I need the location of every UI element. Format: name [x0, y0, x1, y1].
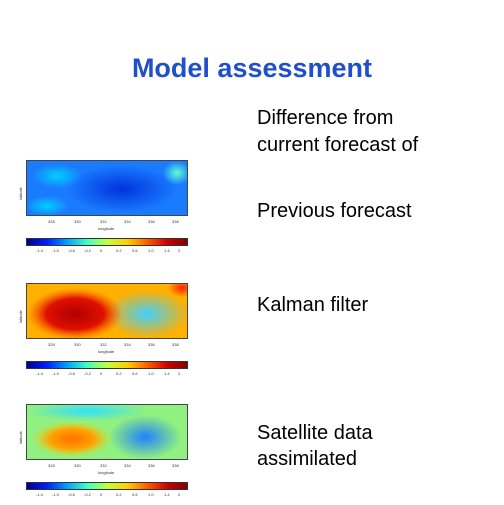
x-tick: 338	[172, 342, 179, 347]
colorbar-tick: 0.2	[116, 492, 122, 497]
x-axis-label: longitude	[98, 470, 115, 475]
colorbar-tick: -0.2	[84, 248, 91, 253]
x-tick: 328	[48, 463, 55, 468]
x-tick: 330	[74, 463, 81, 468]
x-tick: 332	[100, 219, 107, 224]
colorbar-tick: 1.0	[148, 492, 154, 497]
colorbar	[26, 238, 188, 246]
x-tick: 336	[148, 463, 155, 468]
heatmap-kalman-filter-svg	[27, 279, 196, 340]
colorbar-tick: -1.0	[52, 371, 59, 376]
colorbar-tick: -1.0	[52, 492, 59, 497]
heatmap-satellite-assimilated	[26, 401, 188, 460]
colorbar-tick: -0.6	[68, 492, 75, 497]
colorbar-tick: 0	[100, 371, 103, 376]
y-axis-label: latitude	[18, 310, 23, 323]
x-tick: 336	[148, 219, 155, 224]
colorbar-tick: 0	[100, 492, 103, 497]
colorbar-tick: -0.6	[68, 248, 75, 253]
x-tick: 336	[148, 342, 155, 347]
colorbar-tick: -0.6	[68, 371, 75, 376]
x-tick: 338	[172, 219, 179, 224]
colorbar-tick: 1.4	[164, 371, 170, 376]
colorbar-tick: 2	[178, 371, 181, 376]
heatmap-satellite-assimilated-svg	[27, 401, 187, 459]
x-tick: 334	[124, 463, 131, 468]
colorbar	[26, 361, 188, 369]
colorbar-tick: -1.4	[36, 371, 43, 376]
colorbar-tick: -0.2	[84, 492, 91, 497]
intro-line-1: Difference from	[257, 107, 394, 129]
heatmap-previous-forecast-svg	[25, 161, 191, 216]
colorbar-tick: 0.6	[132, 248, 138, 253]
colorbar-tick: -1.4	[36, 492, 43, 497]
x-tick: 332	[100, 463, 107, 468]
panel-label-kalman-filter: Kalman filter	[257, 294, 369, 316]
colorbar-tick: 2	[178, 492, 181, 497]
heatmap-previous-forecast	[25, 160, 191, 216]
panel-label-satellite-line-2: assimilated	[257, 448, 358, 470]
x-tick: 328	[48, 219, 55, 224]
x-tick: 330	[74, 219, 81, 224]
colorbar-tick: 1.0	[148, 371, 154, 376]
x-tick: 334	[124, 219, 131, 224]
colorbar-tick: 1.4	[164, 248, 170, 253]
panel-label-previous-forecast: Previous forecast	[257, 200, 412, 222]
y-axis-label: latitude	[18, 187, 23, 200]
heatmap-kalman-filter	[26, 279, 196, 340]
x-tick: 332	[100, 342, 107, 347]
colorbar-tick: 2	[178, 248, 181, 253]
x-axis-label: longitude	[98, 226, 115, 231]
colorbar-tick: 0.6	[132, 492, 138, 497]
colorbar-tick: -0.2	[84, 371, 91, 376]
y-axis-label: latitude	[18, 431, 23, 444]
x-axis-label: longitude	[98, 349, 115, 354]
colorbar-tick: 0	[100, 248, 103, 253]
x-tick: 330	[74, 342, 81, 347]
colorbar-tick: -1.4	[36, 248, 43, 253]
colorbar	[26, 482, 188, 490]
x-tick: 338	[172, 463, 179, 468]
colorbar-tick: 0.2	[116, 371, 122, 376]
intro-line-2: current forecast of	[257, 134, 419, 156]
panel-label-satellite-line-1: Satellite data	[257, 422, 373, 444]
colorbar-tick: 0.2	[116, 248, 122, 253]
x-tick: 334	[124, 342, 131, 347]
colorbar-tick: 1.4	[164, 492, 170, 497]
colorbar-tick: -1.0	[52, 248, 59, 253]
x-tick: 328	[48, 342, 55, 347]
colorbar-tick: 1.0	[148, 248, 154, 253]
colorbar-tick: 0.6	[132, 371, 138, 376]
slide-title: Model assessment	[131, 53, 373, 83]
